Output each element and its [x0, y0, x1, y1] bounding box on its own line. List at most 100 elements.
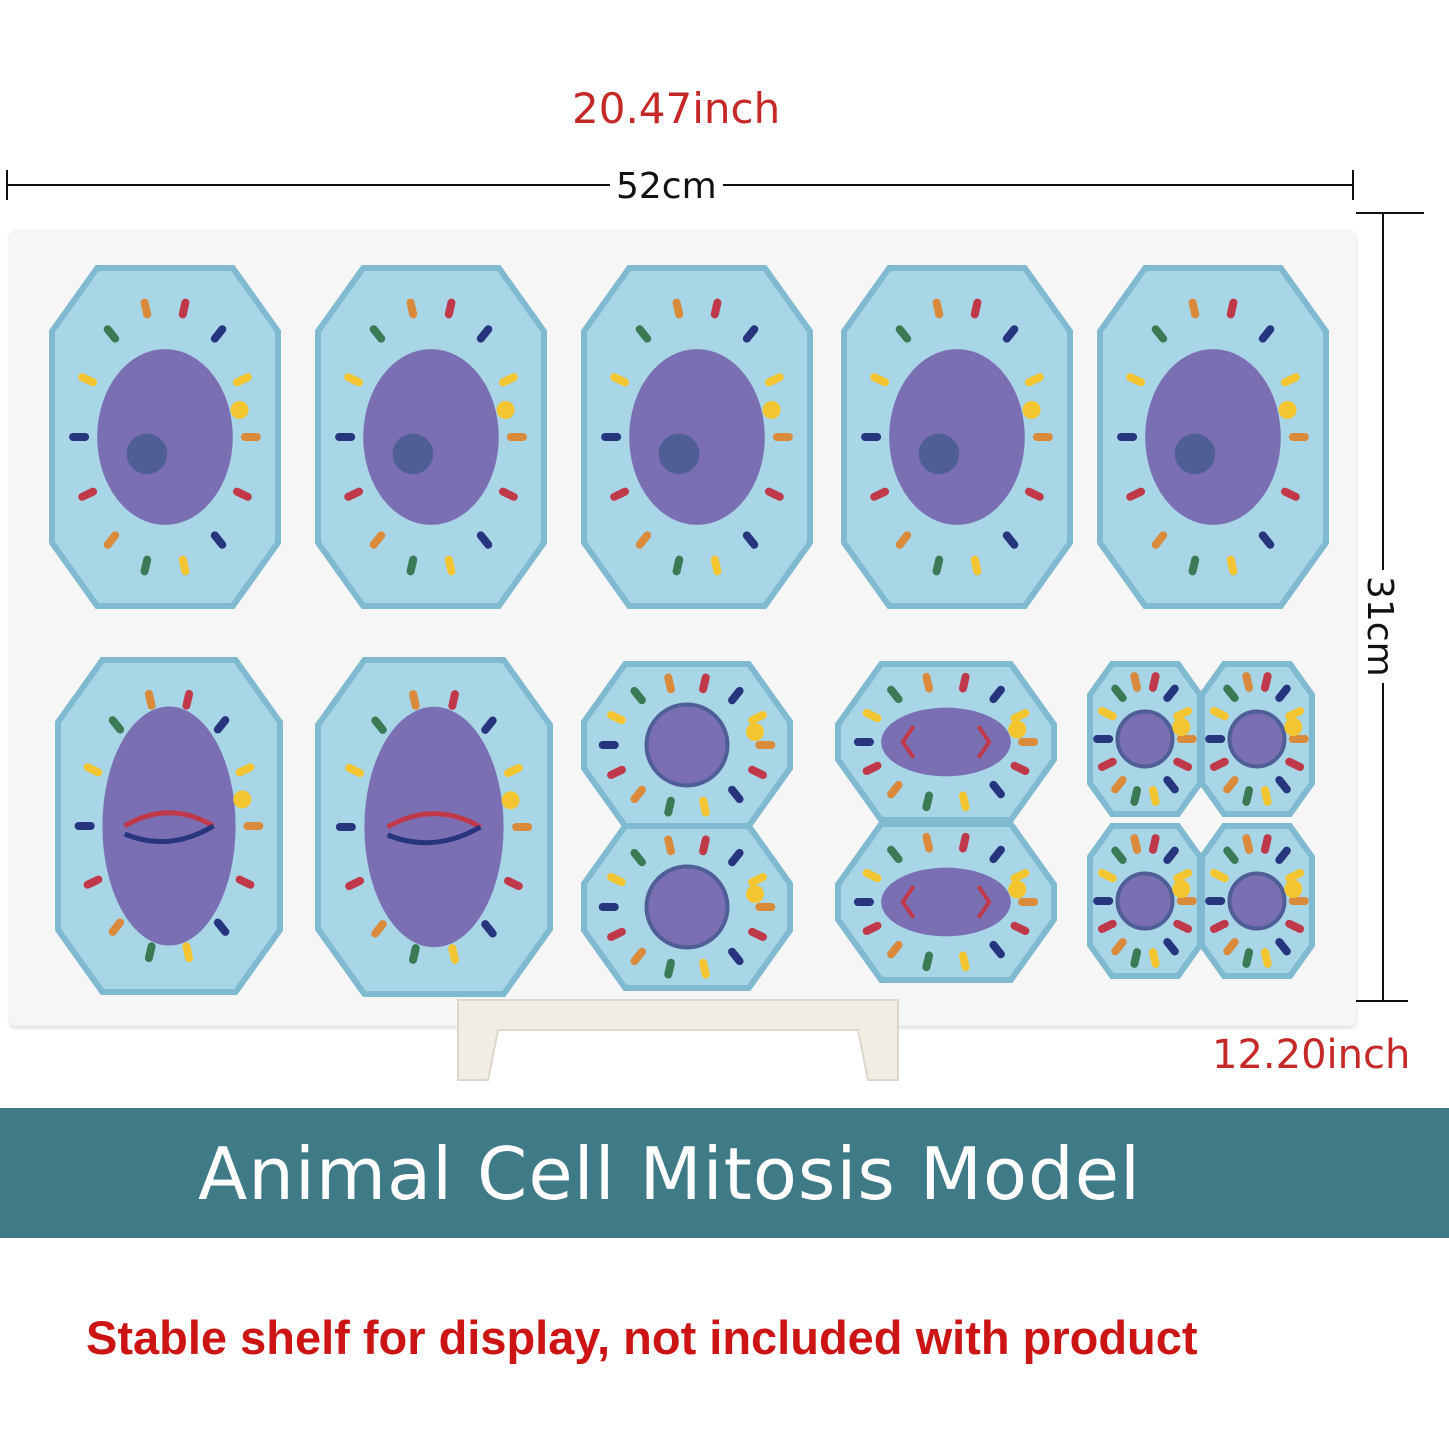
cell-bottom-2	[315, 657, 553, 997]
title-banner: Animal Cell Mitosis Model	[0, 1108, 1449, 1238]
centrosome	[745, 723, 764, 742]
organelle	[69, 433, 90, 441]
organelle	[498, 487, 518, 501]
organelle	[887, 780, 903, 799]
centrosome	[1172, 880, 1191, 898]
nucleus	[1227, 871, 1287, 931]
organelle	[862, 868, 882, 883]
cell-top-5	[1097, 265, 1329, 609]
organelle	[861, 433, 882, 441]
organelle	[1151, 531, 1168, 549]
organelle	[1163, 684, 1179, 702]
spindle	[881, 707, 1011, 777]
organelle	[958, 672, 970, 693]
organelle	[448, 944, 459, 964]
organelle	[344, 373, 364, 387]
organelle	[853, 898, 874, 906]
organelle	[958, 832, 970, 853]
organelle	[1188, 555, 1200, 576]
organelle	[345, 763, 364, 778]
organelle	[1151, 325, 1168, 343]
cell-top-1	[49, 265, 281, 609]
organelle	[74, 822, 95, 830]
cell-bottom-3b	[581, 823, 793, 991]
chromosome	[123, 823, 215, 845]
nucleolus	[392, 433, 434, 475]
organelle	[108, 716, 125, 734]
organelle	[344, 487, 364, 501]
organelle	[1209, 707, 1229, 721]
cell-bottom-3a	[581, 661, 793, 829]
chromosome	[386, 811, 482, 830]
organelle	[710, 555, 722, 576]
organelle	[728, 848, 744, 867]
organelle	[335, 433, 356, 441]
chromosome	[900, 885, 916, 919]
centrosome	[1172, 718, 1191, 736]
organelle	[699, 796, 710, 817]
organelle	[1258, 531, 1275, 549]
organelle	[1275, 776, 1291, 794]
organelle	[887, 685, 903, 704]
organelle	[448, 690, 459, 710]
organelle	[498, 373, 518, 387]
organelle	[748, 710, 767, 725]
organelle	[1111, 684, 1127, 702]
organelle	[78, 487, 98, 501]
cell-bottom-4a	[835, 661, 1057, 823]
organelle	[710, 298, 722, 319]
spindle	[881, 867, 1011, 937]
organelle	[728, 947, 744, 966]
organelle	[243, 822, 264, 830]
organelle	[235, 763, 255, 777]
organelle	[989, 845, 1005, 864]
organelle	[610, 373, 630, 387]
organelle	[742, 325, 759, 343]
organelle	[83, 763, 103, 777]
cell-bottom-5c	[1087, 823, 1203, 979]
nucleus	[644, 864, 730, 950]
organelle	[699, 835, 710, 856]
nucleus	[889, 349, 1025, 525]
organelle	[635, 531, 652, 549]
organelle	[728, 686, 744, 705]
height-line-bottom-cap	[1356, 1000, 1408, 1002]
organelle	[1130, 834, 1142, 854]
organelle	[755, 903, 776, 911]
organelle	[1288, 897, 1309, 905]
centrosome	[1284, 880, 1303, 898]
organelle	[862, 761, 882, 776]
organelle	[335, 823, 356, 831]
organelle	[1163, 776, 1179, 794]
spindle	[364, 706, 504, 948]
nucleus	[1115, 709, 1175, 769]
organelle	[232, 487, 252, 501]
organelle	[1018, 898, 1039, 906]
organelle	[1223, 938, 1239, 956]
organelle	[504, 763, 523, 778]
nucleus	[644, 702, 730, 788]
centrosome	[1008, 880, 1027, 899]
nucleus	[1227, 709, 1287, 769]
height-line-top-cap	[1356, 212, 1424, 214]
organelle	[755, 741, 776, 749]
organelle	[989, 940, 1005, 959]
organelle	[140, 298, 152, 319]
organelle	[1205, 735, 1226, 743]
organelle	[699, 673, 710, 694]
centrosome	[1022, 400, 1041, 419]
organelle	[610, 487, 630, 501]
organelle	[1288, 433, 1309, 441]
organelle	[1260, 786, 1272, 806]
height-inch-label: 12.20inch	[1212, 1032, 1411, 1078]
organelle	[504, 876, 523, 891]
organelle	[1148, 948, 1160, 968]
spindle	[102, 706, 236, 946]
organelle	[1010, 868, 1030, 883]
organelle	[1111, 776, 1127, 794]
organelle	[922, 832, 934, 853]
organelle	[140, 555, 152, 576]
centrosome	[233, 790, 252, 809]
chromosome	[976, 725, 992, 759]
